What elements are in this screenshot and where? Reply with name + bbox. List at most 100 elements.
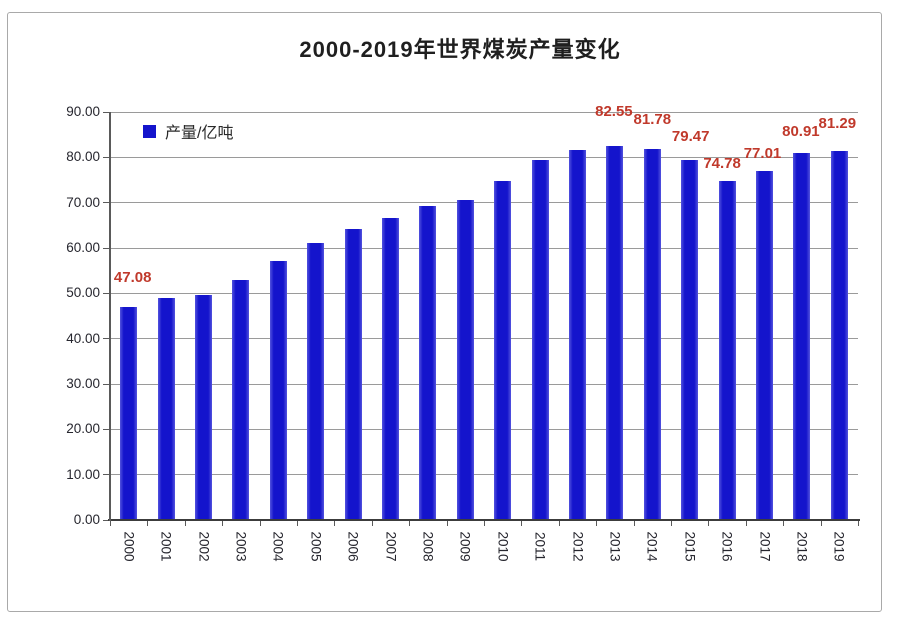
bar-2013 <box>606 145 624 520</box>
x-tick-label-2017: 2017 <box>757 531 772 562</box>
x-tick <box>371 521 373 526</box>
x-tick <box>222 521 224 526</box>
value-label-2000: 47.08 <box>113 268 152 286</box>
x-tick-label-2003: 2003 <box>233 531 249 562</box>
y-tick-label: 50.00 <box>66 285 100 301</box>
value-label-2016: 74.78 <box>703 154 741 172</box>
bar-2000 <box>120 306 138 520</box>
x-tick-label-2015: 2015 <box>682 531 698 562</box>
value-label-2014: 81.78 <box>633 111 672 129</box>
bar-2005 <box>307 243 325 520</box>
x-tick-label-2019: 2019 <box>831 531 847 562</box>
y-tick-label: 90.00 <box>66 104 100 119</box>
bar-2004 <box>269 261 287 520</box>
x-tick-label-2006: 2006 <box>345 531 361 562</box>
y-tick-label: 60.00 <box>66 240 100 255</box>
value-label-2013: 82.55 <box>595 102 633 120</box>
y-tick-label: 0.00 <box>73 512 100 527</box>
x-tick-label-2005: 2005 <box>308 531 324 562</box>
x-tick <box>558 521 560 526</box>
x-tick-label-2001: 2001 <box>158 531 174 562</box>
x-tick <box>745 521 747 526</box>
legend: 产量/亿吨 <box>143 121 234 142</box>
gridline-20 <box>110 428 858 430</box>
bar-2011 <box>531 160 549 520</box>
bar-2009 <box>456 199 474 520</box>
x-tick-label-2018: 2018 <box>794 531 810 562</box>
bar-2008 <box>419 205 437 520</box>
legend-swatch-icon <box>143 124 156 138</box>
y-tick-label: 30.00 <box>66 376 100 391</box>
x-tick-label-2000: 2000 <box>121 531 137 562</box>
y-tick-70 <box>103 202 110 204</box>
bar-2014 <box>643 149 661 520</box>
y-tick-40 <box>103 338 110 340</box>
x-axis-line <box>108 519 860 521</box>
x-tick <box>297 521 298 526</box>
x-tick-label-2002: 2002 <box>196 531 211 562</box>
x-tick <box>184 521 186 526</box>
x-tick <box>446 521 448 526</box>
x-tick <box>596 521 598 526</box>
bar-2016 <box>718 180 736 520</box>
x-tick-label-2008: 2008 <box>420 531 436 562</box>
x-tick-label-2004: 2004 <box>270 531 286 562</box>
gridline-70 <box>110 202 858 204</box>
y-tick-label: 20.00 <box>66 421 100 437</box>
x-tick-label-2007: 2007 <box>383 531 398 562</box>
x-tick <box>671 521 672 526</box>
x-tick-label-2013: 2013 <box>607 531 623 562</box>
x-tick-label-2011: 2011 <box>532 531 548 562</box>
bar-2018 <box>793 153 811 520</box>
bar-2019 <box>830 151 848 520</box>
y-tick-30 <box>103 383 110 385</box>
bar-2007 <box>382 218 399 520</box>
y-tick-label: 40.00 <box>66 330 100 346</box>
bar-2015 <box>681 159 699 520</box>
gridline-90 <box>110 111 858 113</box>
bar-2010 <box>494 181 512 520</box>
x-tick <box>334 521 336 526</box>
gridline-80 <box>110 156 858 158</box>
y-tick-10 <box>103 474 110 476</box>
bar-2001 <box>157 297 175 520</box>
x-tick <box>783 521 785 526</box>
bar-2002 <box>195 295 212 520</box>
x-tick-label-2010: 2010 <box>495 531 511 562</box>
y-tick-20 <box>103 428 110 430</box>
x-tick <box>858 521 859 526</box>
y-tick-label: 70.00 <box>66 194 100 210</box>
y-tick-80 <box>103 156 110 158</box>
y-tick-90 <box>103 111 110 113</box>
y-tick-60 <box>103 247 110 249</box>
gridline-10 <box>110 474 858 476</box>
chart-title: 2000-2019年世界煤炭产量变化 <box>299 37 621 62</box>
x-tick <box>147 521 149 526</box>
gridline-50 <box>110 292 858 294</box>
x-tick-label-2012: 2012 <box>570 531 585 562</box>
legend-label: 产量/亿吨 <box>165 125 234 142</box>
x-tick <box>259 521 261 526</box>
y-tick-label: 80.00 <box>66 149 100 165</box>
y-tick-0 <box>103 519 110 521</box>
x-tick-label-2014: 2014 <box>644 531 660 562</box>
value-label-2015: 79.47 <box>671 127 710 145</box>
y-tick-label: 10.00 <box>66 466 100 482</box>
bar-2017 <box>756 170 773 520</box>
x-tick <box>708 521 710 526</box>
gridline-30 <box>110 383 858 385</box>
bar-2006 <box>344 229 362 520</box>
x-tick-label-2009: 2009 <box>457 531 473 562</box>
value-label-2019: 81.29 <box>818 115 857 133</box>
gridline-60 <box>110 247 858 249</box>
bar-2003 <box>232 279 250 520</box>
value-label-2017: 77.01 <box>743 144 782 162</box>
x-tick-label-2016: 2016 <box>719 531 735 562</box>
y-axis-line <box>109 112 111 521</box>
x-tick <box>633 521 635 526</box>
bar-2012 <box>569 149 586 520</box>
x-tick <box>409 521 411 526</box>
image-frame <box>7 12 882 612</box>
x-tick <box>521 521 523 526</box>
gridline-40 <box>110 338 858 340</box>
